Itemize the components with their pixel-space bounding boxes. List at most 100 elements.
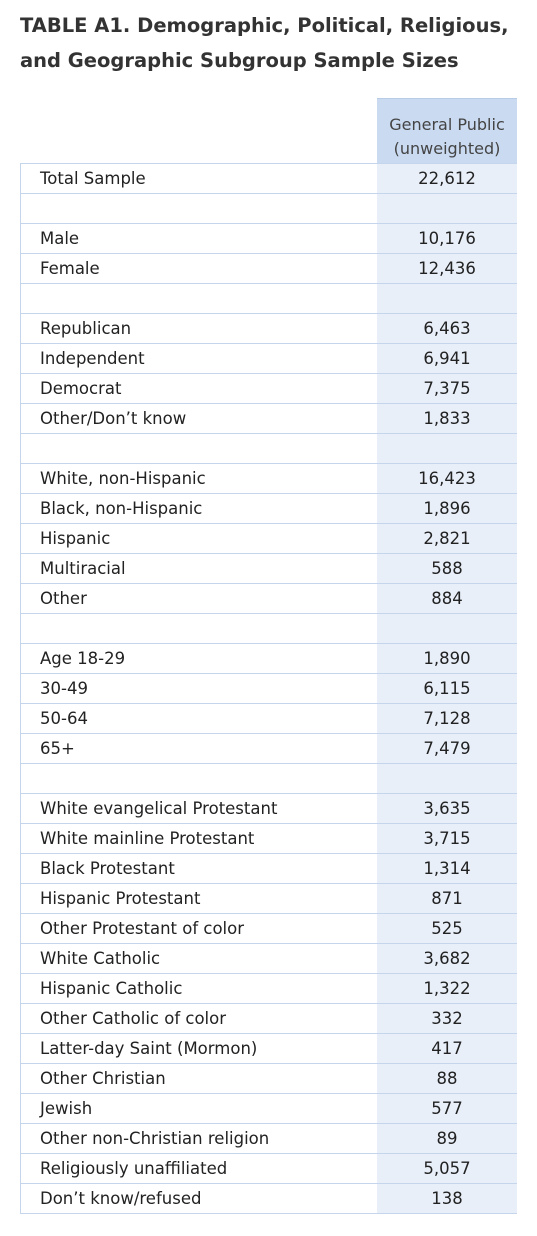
row-value: 1,890	[377, 644, 517, 673]
table-row: Religiously unaffiliated 5,057	[20, 1154, 517, 1184]
row-label: Black Protestant	[40, 859, 175, 878]
spacer-cell	[377, 614, 517, 643]
row-value: 332	[377, 1004, 517, 1033]
table-row: Black, non-Hispanic 1,896	[20, 494, 517, 524]
table-row: Age 18-29 1,890	[20, 644, 517, 674]
table-row: Other Catholic of color 332	[20, 1004, 517, 1034]
table-row: Don’t know/refused 138	[20, 1184, 517, 1214]
table-row: Hispanic Catholic 1,322	[20, 974, 517, 1004]
table-row: 50-64 7,128	[20, 704, 517, 734]
table-row: Democrat 7,375	[20, 374, 517, 404]
spacer-row	[20, 284, 517, 314]
row-label: Don’t know/refused	[40, 1189, 202, 1208]
row-label: Other non-Christian religion	[40, 1129, 270, 1148]
row-label: White, non-Hispanic	[40, 469, 206, 488]
table-row: Other 884	[20, 584, 517, 614]
row-value: 7,375	[377, 374, 517, 403]
row-value: 10,176	[377, 224, 517, 253]
table-row: Black Protestant 1,314	[20, 854, 517, 884]
row-value: 6,463	[377, 314, 517, 343]
title-line: and Geographic Subgroup Sample Sizes	[20, 49, 459, 72]
row-value: 1,322	[377, 974, 517, 1003]
row-label: White Catholic	[40, 949, 161, 968]
row-label: Other Christian	[40, 1069, 166, 1088]
spacer-cell	[377, 434, 517, 463]
table-row: Other non-Christian religion 89	[20, 1124, 517, 1154]
row-label: Other Protestant of color	[40, 919, 245, 938]
table-row: 30-49 6,115	[20, 674, 517, 704]
row-value: 22,612	[377, 164, 517, 193]
row-value: 7,479	[377, 734, 517, 763]
table-row: Jewish 577	[20, 1094, 517, 1124]
row-value: 577	[377, 1094, 517, 1123]
table-row: Hispanic Protestant 871	[20, 884, 517, 914]
spacer-row	[20, 194, 517, 224]
table-row: Female 12,436	[20, 254, 517, 284]
row-value: 1,314	[377, 854, 517, 883]
row-label: Latter-day Saint (Mormon)	[40, 1039, 258, 1058]
column-header: General Public (unweighted)	[377, 98, 517, 164]
row-label: Total Sample	[40, 169, 146, 188]
row-label: Other	[40, 589, 87, 608]
row-value: 138	[377, 1184, 517, 1213]
row-label: Independent	[40, 349, 145, 368]
row-value: 3,715	[377, 824, 517, 853]
row-label: Hispanic Catholic	[40, 979, 183, 998]
row-label: Age 18-29	[40, 649, 126, 668]
row-label: 65+	[40, 739, 75, 758]
spacer-cell	[377, 764, 517, 793]
title-line: TABLE A1. Demographic, Political, Religi…	[20, 14, 509, 37]
row-value: 1,833	[377, 404, 517, 433]
row-value: 88	[377, 1064, 517, 1093]
row-value: 12,436	[377, 254, 517, 283]
spacer-row	[20, 434, 517, 464]
row-value: 3,682	[377, 944, 517, 973]
row-value: 588	[377, 554, 517, 583]
table-row: Latter-day Saint (Mormon) 417	[20, 1034, 517, 1064]
row-label: Female	[40, 259, 100, 278]
spacer-row	[20, 614, 517, 644]
spacer-row	[20, 764, 517, 794]
row-value: 1,896	[377, 494, 517, 523]
row-value: 871	[377, 884, 517, 913]
row-label: Hispanic	[40, 529, 111, 548]
table-row: Other Protestant of color 525	[20, 914, 517, 944]
row-label: Male	[40, 229, 80, 248]
table-row: Independent 6,941	[20, 344, 517, 374]
table-row: Other/Don’t know 1,833	[20, 404, 517, 434]
row-value: 6,115	[377, 674, 517, 703]
row-label: White evangelical Protestant	[40, 799, 278, 818]
row-label: Multiracial	[40, 559, 126, 578]
row-label: Religiously unaffiliated	[40, 1159, 228, 1178]
row-label: Black, non-Hispanic	[40, 499, 203, 518]
row-label: Hispanic Protestant	[40, 889, 201, 908]
row-value: 16,423	[377, 464, 517, 493]
table-row: Male 10,176	[20, 224, 517, 254]
row-value: 5,057	[377, 1154, 517, 1183]
table-row: White evangelical Protestant 3,635	[20, 794, 517, 824]
table-row: Total Sample 22,612	[20, 163, 517, 194]
row-label: 50-64	[40, 709, 88, 728]
spacer-cell	[377, 284, 517, 313]
row-label: White mainline Protestant	[40, 829, 255, 848]
spacer-cell	[377, 194, 517, 223]
row-value: 525	[377, 914, 517, 943]
table-row: 65+ 7,479	[20, 734, 517, 764]
table-row: Multiracial 588	[20, 554, 517, 584]
row-value: 3,635	[377, 794, 517, 823]
row-value: 884	[377, 584, 517, 613]
row-value: 89	[377, 1124, 517, 1153]
row-label: Jewish	[40, 1099, 93, 1118]
row-value: 417	[377, 1034, 517, 1063]
table-row: Other Christian 88	[20, 1064, 517, 1094]
table-row: White, non-Hispanic 16,423	[20, 464, 517, 494]
header-line: General Public	[389, 115, 505, 134]
row-label: 30-49	[40, 679, 88, 698]
row-value: 2,821	[377, 524, 517, 553]
table-row: Republican 6,463	[20, 314, 517, 344]
header-line: (unweighted)	[393, 139, 501, 158]
row-label: Democrat	[40, 379, 122, 398]
table-row: White mainline Protestant 3,715	[20, 824, 517, 854]
row-label: Republican	[40, 319, 132, 338]
row-label: Other/Don’t know	[40, 409, 187, 428]
